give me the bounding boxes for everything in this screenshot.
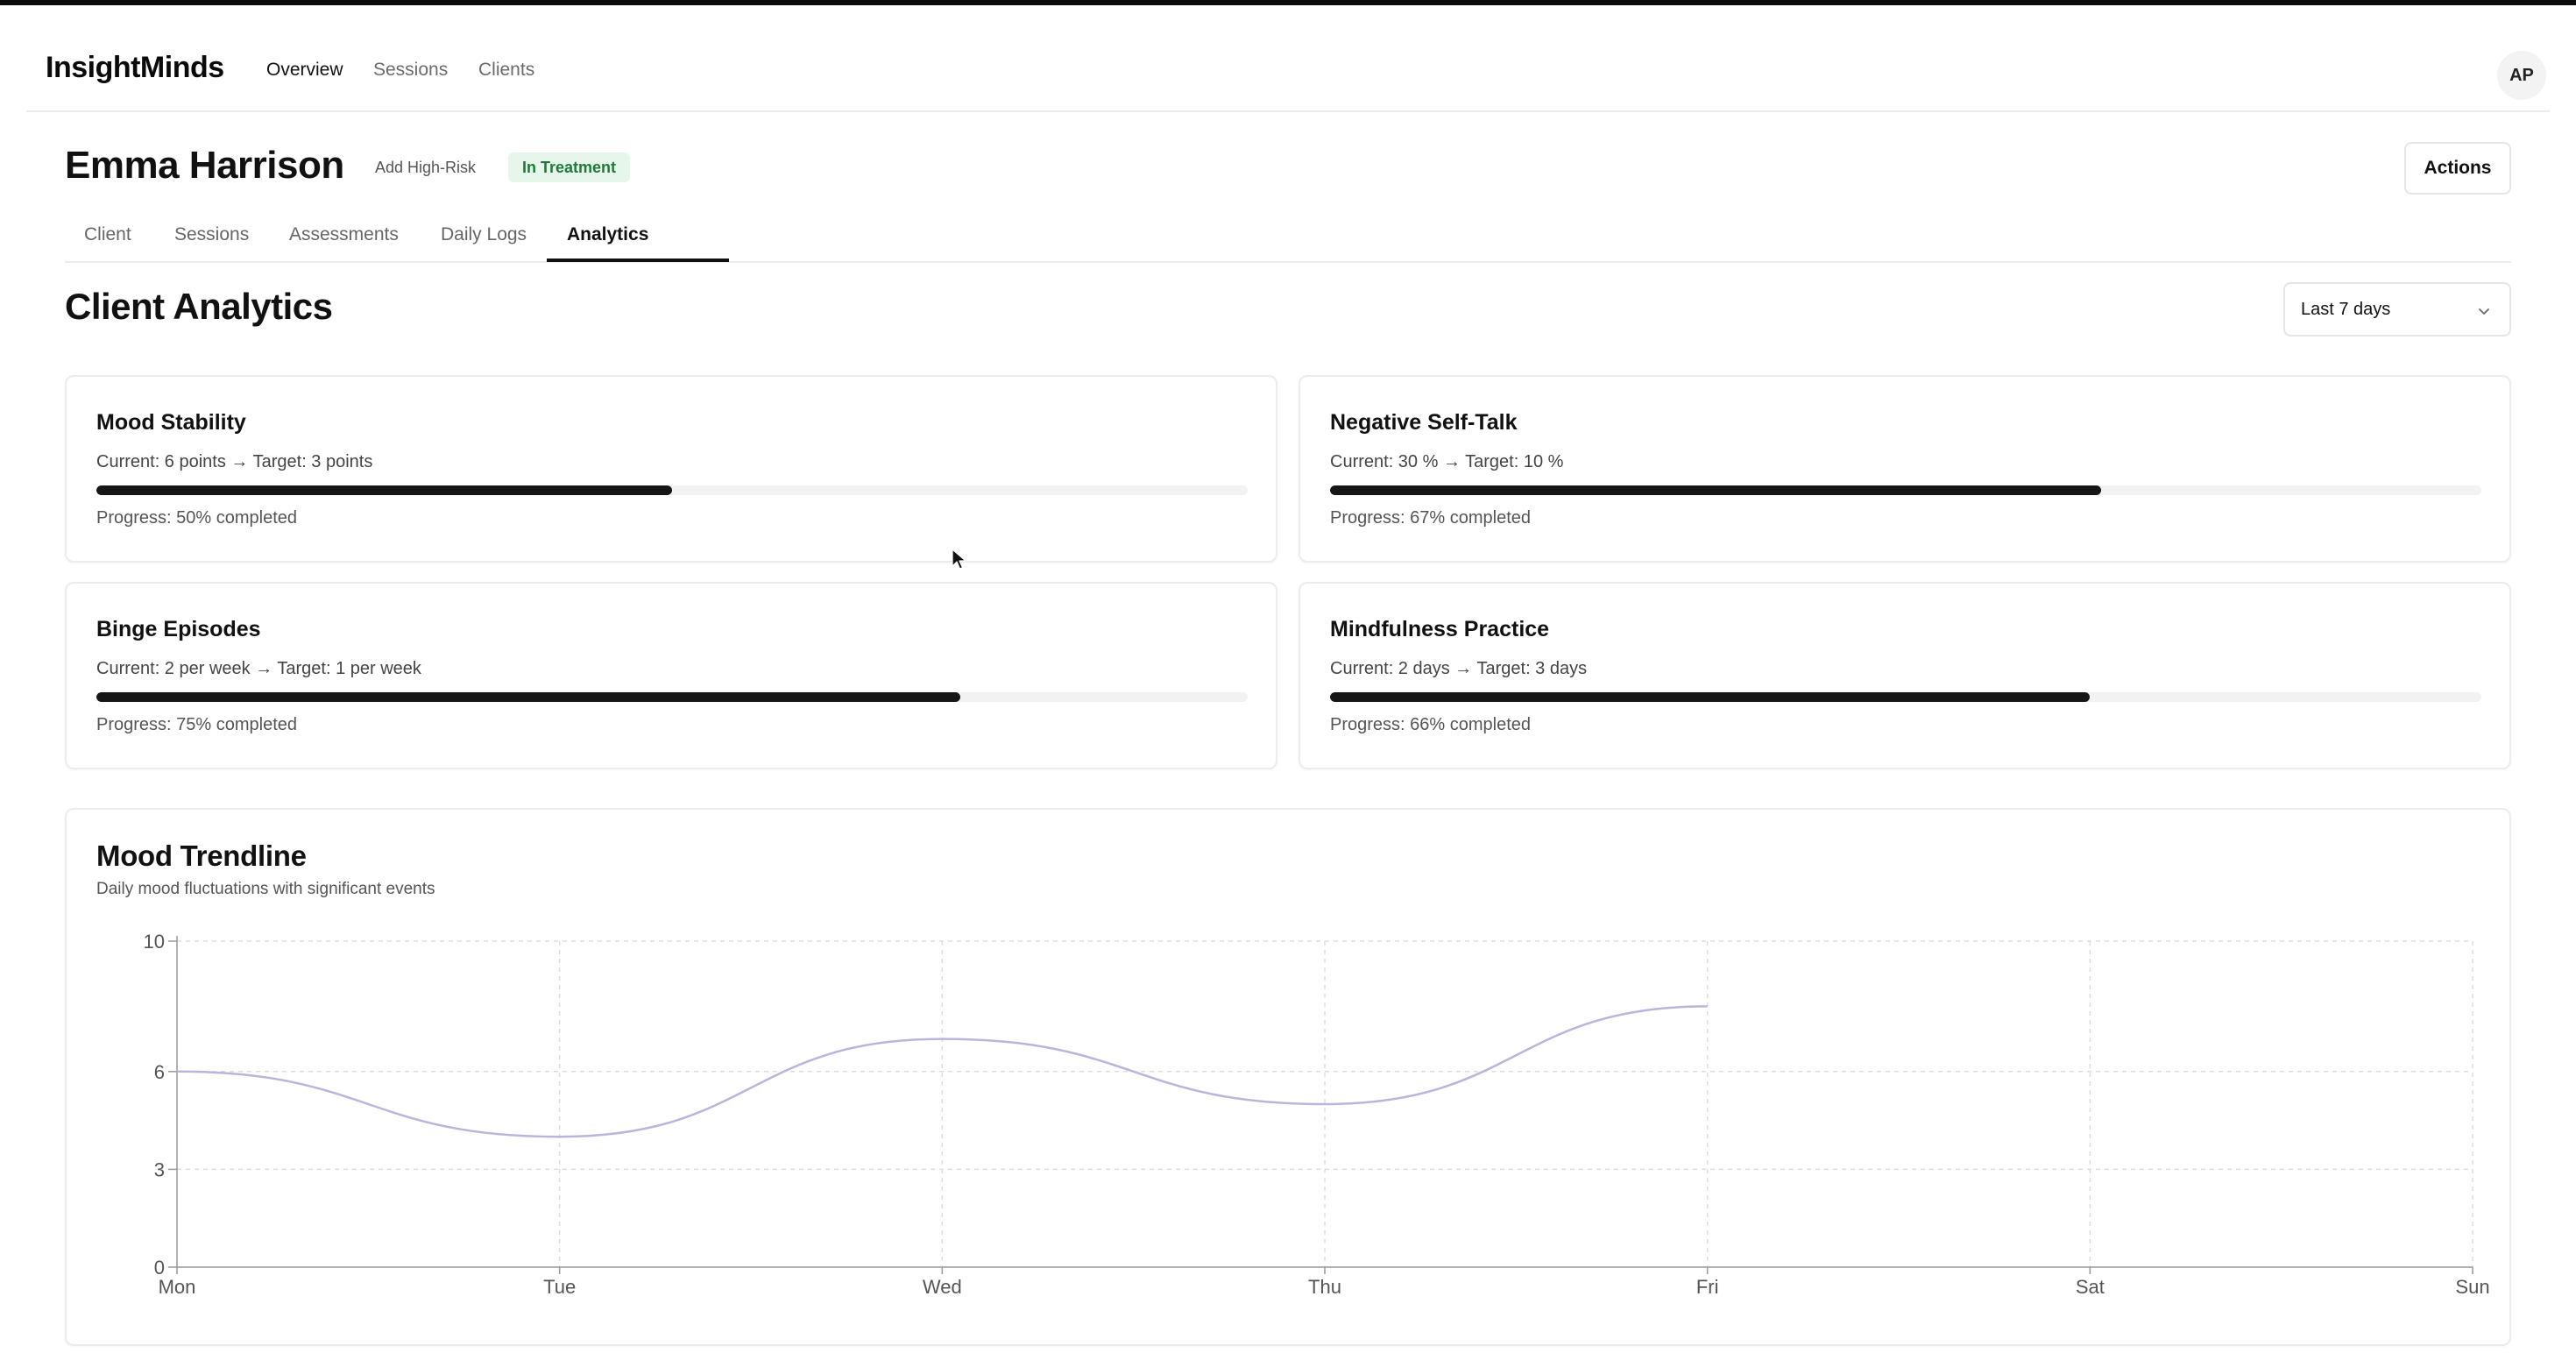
nav-sessions[interactable]: Sessions xyxy=(373,60,449,80)
y-tick-label: 10 xyxy=(144,931,165,953)
x-tick-label: Wed xyxy=(923,1276,962,1298)
progress-fill xyxy=(96,485,672,495)
top-navigation: InsightMinds Overview Sessions Clients A… xyxy=(26,5,2550,112)
client-tabs: Client Sessions Assessments Daily Logs A… xyxy=(65,219,2511,263)
progress-label: Progress: 75% completed xyxy=(96,715,298,734)
x-tick-label: Thu xyxy=(1308,1276,1341,1298)
progress-fill xyxy=(96,692,960,702)
goal-card-mindfulness-practice: Mindfulness Practice Current: 2 days → T… xyxy=(1299,582,2511,769)
nav-overview[interactable]: Overview xyxy=(266,60,343,80)
top-edge-strip xyxy=(0,0,2576,5)
progress-label: Progress: 50% completed xyxy=(96,508,298,528)
client-name: Emma Harrison xyxy=(65,144,344,187)
goal-current-target: Current: 6 points → Target: 3 points xyxy=(96,452,373,471)
tab-client[interactable]: Client xyxy=(84,224,131,244)
goal-card-binge-episodes: Binge Episodes Current: 2 per week → Tar… xyxy=(65,582,1277,769)
tab-sessions[interactable]: Sessions xyxy=(174,224,250,244)
x-tick-label: Sat xyxy=(2076,1276,2105,1298)
goal-title: Mindfulness Practice xyxy=(1330,617,1550,641)
date-range-value: Last 7 days xyxy=(2301,299,2391,319)
active-tab-indicator xyxy=(547,259,729,262)
progress-label: Progress: 67% completed xyxy=(1330,508,1532,528)
x-tick-label: Sun xyxy=(2455,1276,2489,1298)
y-tick-label: 3 xyxy=(154,1158,165,1180)
mouse-cursor-icon xyxy=(952,549,966,570)
goal-card-negative-self-talk: Negative Self-Talk Current: 30 % → Targe… xyxy=(1299,375,2511,563)
progress-track xyxy=(1330,485,2481,495)
date-range-select[interactable]: Last 7 days xyxy=(2283,282,2511,336)
progress-fill xyxy=(1330,485,2102,495)
app-logo[interactable]: InsightMinds xyxy=(46,51,224,84)
status-badge: In Treatment xyxy=(508,152,631,182)
mood-series-line xyxy=(176,1005,1708,1138)
x-tick-label: Mon xyxy=(159,1276,196,1298)
x-tick-label: Fri xyxy=(1696,1276,1719,1298)
progress-track xyxy=(96,692,1248,702)
chevron-down-icon xyxy=(2479,308,2489,315)
chart-title: Mood Trendline xyxy=(96,839,307,872)
goal-card-mood-stability: Mood Stability Current: 6 points → Targe… xyxy=(65,375,1277,563)
progress-label: Progress: 66% completed xyxy=(1330,715,1532,734)
progress-track xyxy=(96,485,1248,495)
page-title: Client Analytics xyxy=(65,286,333,327)
tab-daily-logs[interactable]: Daily Logs xyxy=(441,224,527,244)
tab-assessments[interactable]: Assessments xyxy=(289,224,399,244)
y-tick-label: 0 xyxy=(154,1257,165,1279)
x-tick-label: Tue xyxy=(543,1276,576,1298)
goal-title: Negative Self-Talk xyxy=(1330,410,1518,435)
actions-button[interactable]: Actions xyxy=(2404,142,2511,195)
goal-current-target: Current: 2 days → Target: 3 days xyxy=(1330,659,1588,678)
chart-subtitle: Daily mood fluctuations with significant… xyxy=(96,880,435,898)
user-avatar[interactable]: AP xyxy=(2497,51,2546,100)
goal-title: Mood Stability xyxy=(96,410,246,435)
progress-fill xyxy=(1330,692,2091,702)
y-tick-label: 6 xyxy=(154,1061,165,1083)
add-high-risk-tag[interactable]: Add High-Risk xyxy=(375,159,477,176)
goal-title: Binge Episodes xyxy=(96,617,261,641)
tab-analytics[interactable]: Analytics xyxy=(567,224,649,244)
nav-clients[interactable]: Clients xyxy=(478,60,535,80)
progress-track xyxy=(1330,692,2481,702)
goal-current-target: Current: 30 % → Target: 10 % xyxy=(1330,452,1564,471)
goal-current-target: Current: 2 per week → Target: 1 per week xyxy=(96,659,421,678)
mood-trend-chart: 0 3 6 10 Mon Tue Wed Thu Fri Sat Sun xyxy=(144,931,2490,1298)
mood-trendline-card: Mood Trendline Daily mood fluctuations w… xyxy=(65,808,2511,1346)
